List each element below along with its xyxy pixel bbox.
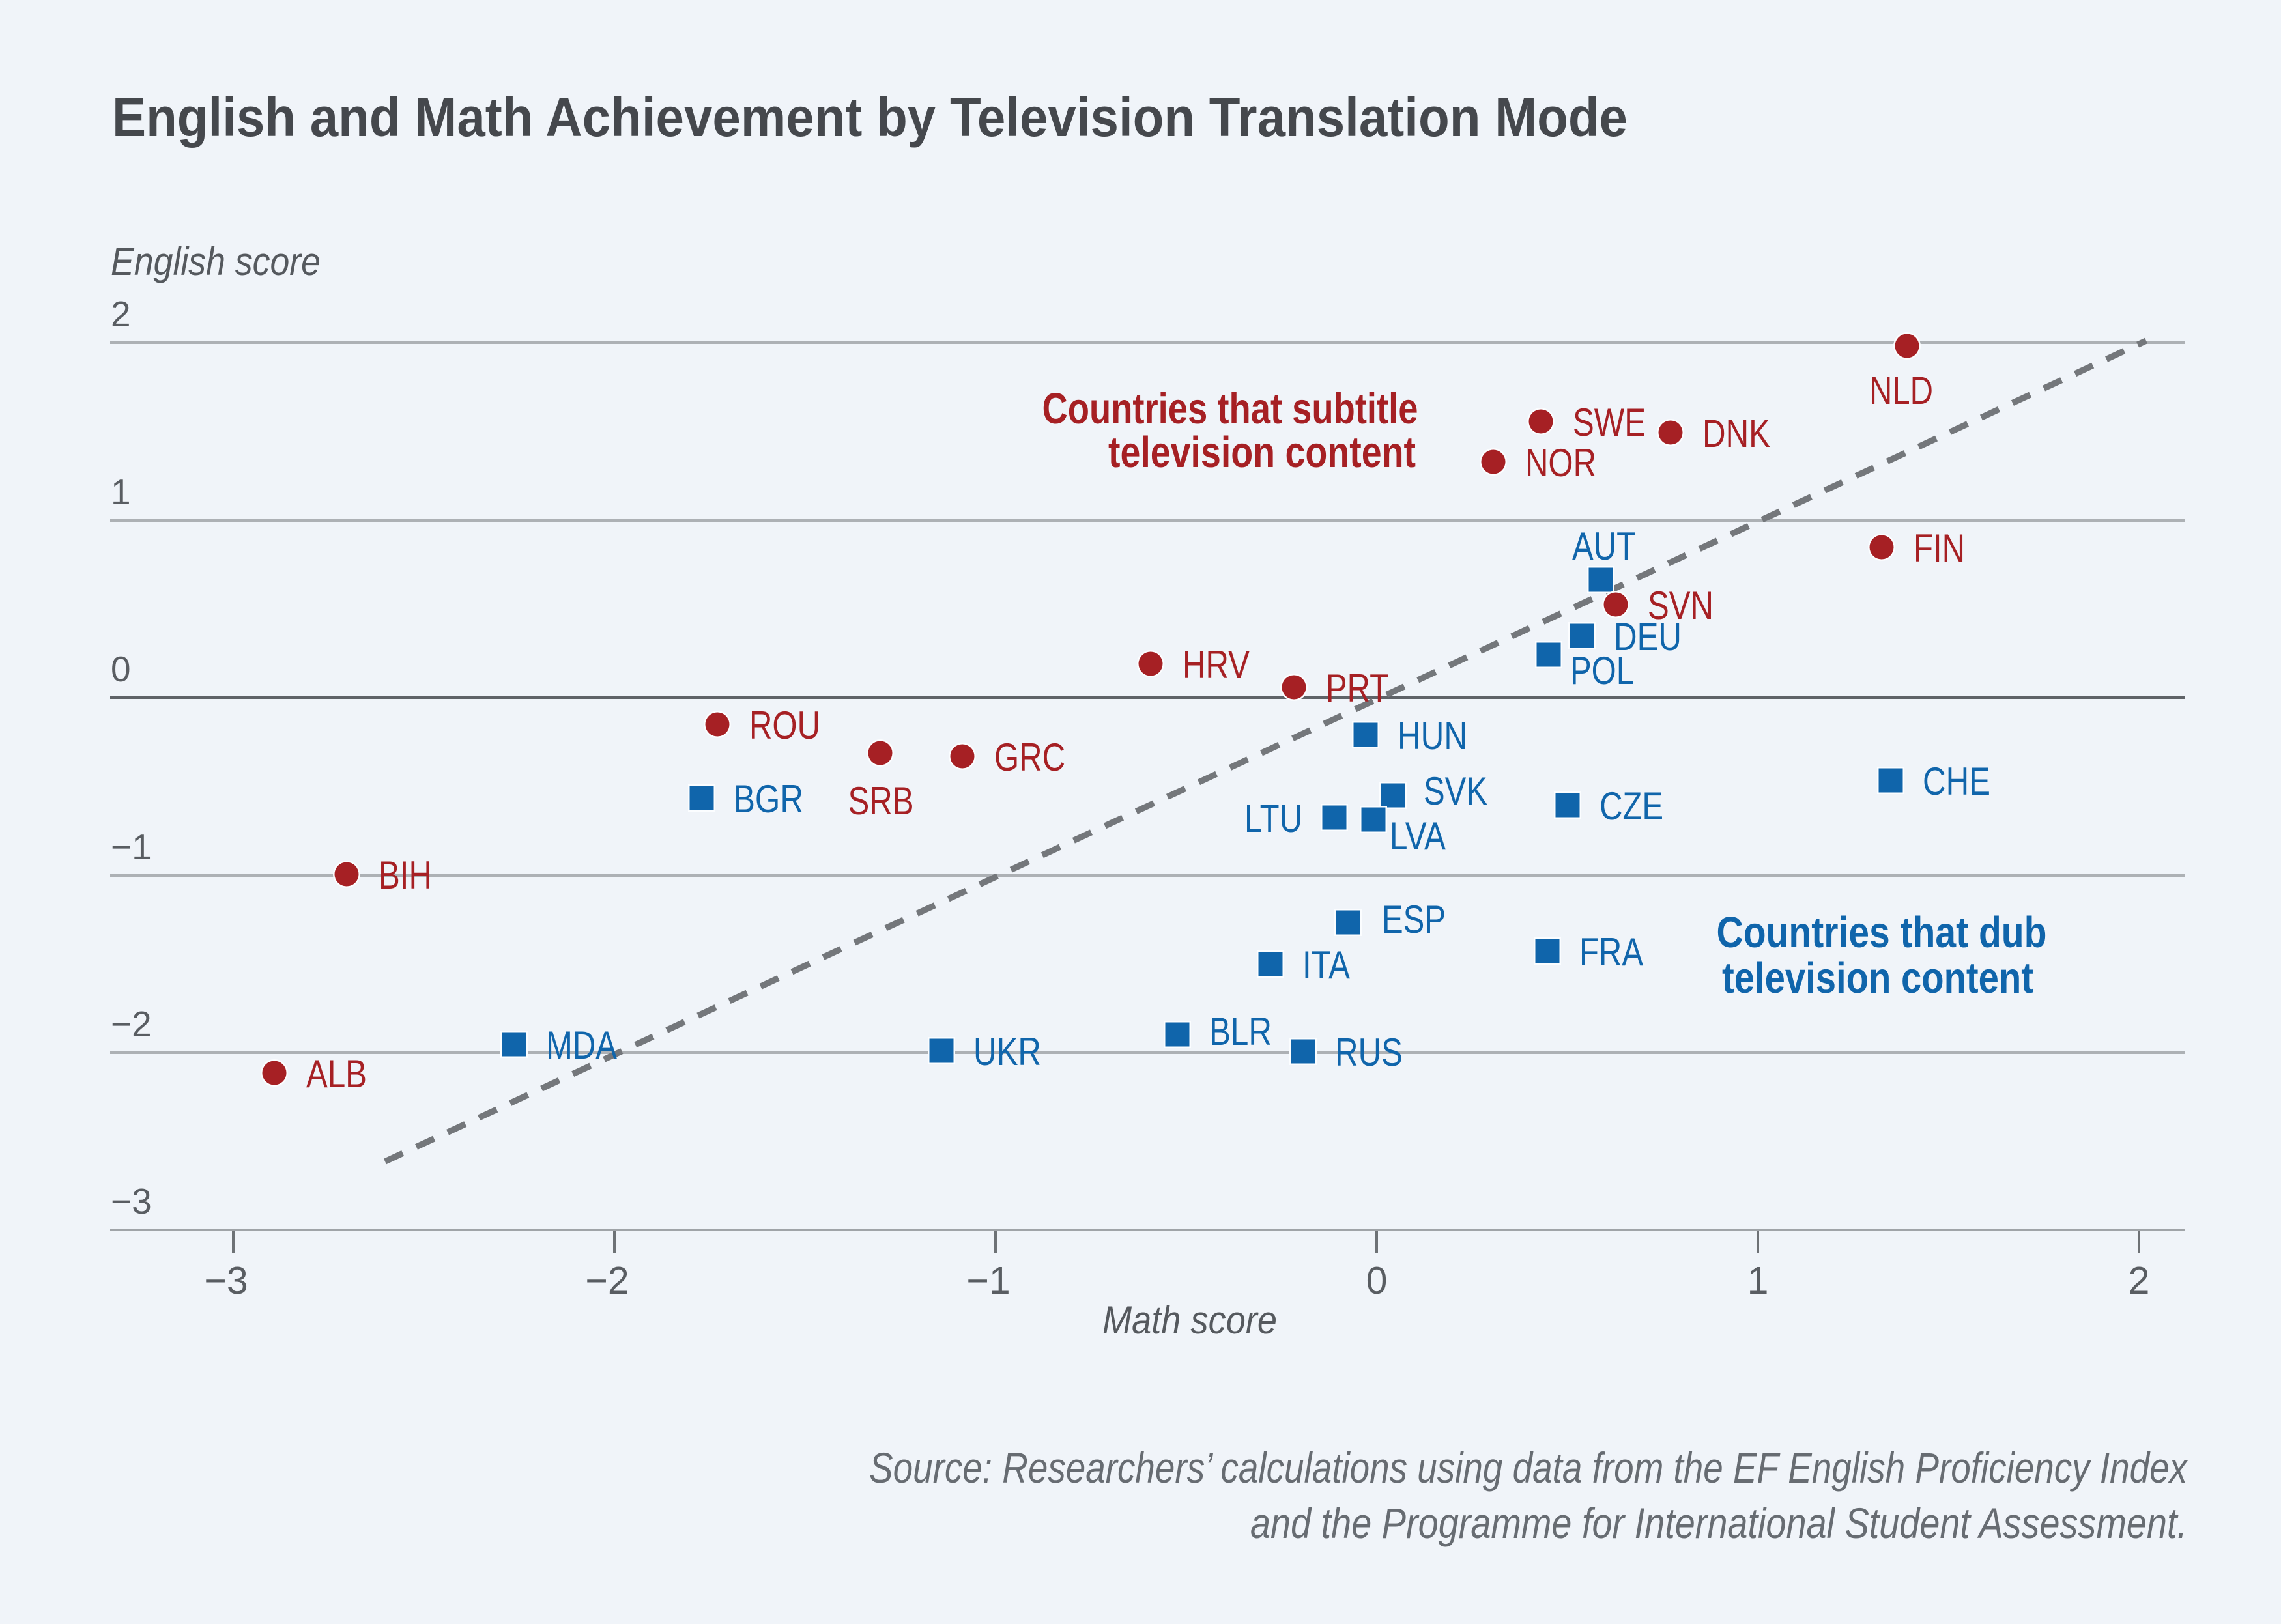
svg-text:−2: −2 — [111, 1004, 152, 1044]
svg-text:−2: −2 — [585, 1259, 629, 1302]
svg-text:1: 1 — [111, 472, 131, 512]
svg-text:MDA: MDA — [546, 1023, 617, 1067]
svg-text:BLR: BLR — [1209, 1010, 1272, 1053]
svg-text:BGR: BGR — [734, 777, 803, 821]
svg-text:−3: −3 — [111, 1181, 152, 1221]
svg-text:POL: POL — [1570, 649, 1634, 692]
svg-text:DNK: DNK — [1702, 412, 1770, 455]
svg-text:1: 1 — [1747, 1259, 1769, 1302]
svg-text:HUN: HUN — [1398, 714, 1467, 758]
svg-text:CHE: CHE — [1923, 760, 1990, 803]
svg-text:AUT: AUT — [1572, 524, 1636, 568]
svg-text:English score: English score — [111, 240, 321, 283]
svg-text:English and Math Achievement b: English and Math Achievement by Televisi… — [112, 87, 1628, 148]
svg-text:DEU: DEU — [1614, 615, 1682, 659]
svg-text:PRT: PRT — [1326, 666, 1389, 710]
svg-text:ALB: ALB — [306, 1052, 367, 1096]
svg-text:0: 0 — [111, 649, 131, 689]
svg-text:CZE: CZE — [1600, 784, 1663, 828]
svg-text:ROU: ROU — [749, 704, 820, 747]
svg-text:SWE: SWE — [1573, 401, 1646, 444]
svg-text:LTU: LTU — [1244, 797, 1302, 840]
svg-text:−3: −3 — [204, 1259, 248, 1302]
svg-text:LVA: LVA — [1390, 814, 1446, 858]
svg-text:ITA: ITA — [1302, 943, 1350, 987]
svg-text:Countries that subtitle: Countries that subtitle — [1042, 384, 1418, 433]
svg-text:ESP: ESP — [1382, 898, 1446, 941]
svg-text:NOR: NOR — [1525, 441, 1596, 485]
svg-text:UKR: UKR — [973, 1030, 1041, 1074]
svg-text:FRA: FRA — [1579, 930, 1643, 974]
svg-text:Source: Researchers’ calculati: Source: Researchers’ calculations using … — [869, 1444, 2188, 1492]
svg-text:SVN: SVN — [1648, 584, 1714, 627]
svg-text:Countries that dub: Countries that dub — [1717, 908, 2047, 957]
svg-text:2: 2 — [2129, 1259, 2150, 1302]
svg-text:2: 2 — [111, 294, 131, 334]
svg-text:and the Programme for Internat: and the Programme for International Stud… — [1250, 1499, 2187, 1547]
svg-text:television content: television content — [1722, 954, 2033, 1003]
svg-text:FIN: FIN — [1914, 526, 1965, 570]
svg-text:HRV: HRV — [1183, 643, 1250, 687]
svg-text:television content: television content — [1108, 428, 1416, 477]
svg-text:−1: −1 — [111, 827, 152, 867]
svg-text:SRB: SRB — [848, 779, 914, 823]
svg-text:BIH: BIH — [379, 853, 432, 897]
svg-text:Math score: Math score — [1102, 1298, 1277, 1342]
svg-text:−1: −1 — [966, 1259, 1010, 1302]
svg-text:SVK: SVK — [1424, 769, 1487, 813]
svg-text:RUS: RUS — [1335, 1031, 1403, 1074]
svg-text:0: 0 — [1366, 1259, 1388, 1302]
svg-text:GRC: GRC — [994, 735, 1065, 779]
svg-text:NLD: NLD — [1869, 369, 1933, 412]
